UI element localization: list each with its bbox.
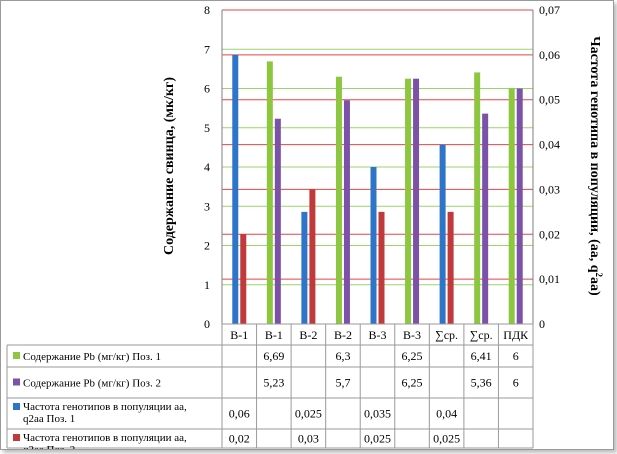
legend-label: Частота генотипов в популяции аа, — [23, 401, 187, 413]
legend-label: Содержание Pb (мг/кг) Поз. 1 — [23, 351, 161, 363]
data-label: 6,25 — [402, 376, 423, 390]
data-label: 0,04 — [436, 407, 457, 421]
data-label: 5,7 — [335, 376, 350, 390]
data-label: 0,035 — [364, 407, 391, 421]
bar-2 — [413, 78, 420, 324]
bar-1 — [266, 61, 273, 324]
gridlines — [222, 9, 533, 286]
y-tick-label: 0 — [204, 317, 210, 331]
y2-tick-label: 0,06 — [539, 48, 560, 62]
bar-2 — [482, 113, 489, 325]
x-tick-label: ∑ср. — [470, 328, 493, 342]
bar-1 — [474, 72, 481, 324]
y2-label-part1: Частота генотипа в популяции, (аа, q — [587, 36, 602, 272]
y-axis-label: Содержание свинца, (мк/кг) — [162, 77, 177, 255]
data-label: 5,36 — [471, 376, 492, 390]
data-label: 0,025 — [295, 407, 322, 421]
data-label: 6,25 — [402, 349, 423, 363]
y-tick-label: 6 — [204, 82, 210, 96]
x-tick-label: В-1 — [230, 328, 248, 342]
data-label: 0,025 — [433, 432, 460, 446]
combo-bar-chart: 0 1 2 3 4 5 6 7 8 0 0,01 0,02 0,03 0,04 0,05 0,06 0,07 В… — [6, 3, 604, 454]
y-tick-label: 4 — [204, 160, 210, 174]
y-tick-label: 2 — [204, 239, 210, 253]
bar-2 — [516, 88, 523, 324]
x-tick-label: В-3 — [403, 328, 421, 342]
legend-key — [13, 352, 20, 359]
legend-key — [13, 378, 20, 386]
bar-3 — [439, 144, 446, 324]
legend-key — [13, 403, 20, 410]
data-table: В-1 В-1 В-2 В-2 В-3 В-3 ∑ср. ∑ср. ПДК Содержание … — [6, 323, 534, 454]
legend-label: q2аа Поз. 2 — [23, 444, 75, 449]
y2-tick-label: 0,03 — [539, 182, 560, 196]
y2-tick-label: 0 — [539, 317, 545, 331]
y-tick-label: 7 — [204, 42, 210, 56]
bar-1 — [508, 88, 515, 324]
legend-key — [13, 434, 20, 441]
y2-label-part2: аа) — [587, 277, 602, 296]
bar-4 — [378, 211, 385, 324]
bar-3 — [370, 167, 377, 324]
legend-label: q2аа Поз. 1 — [23, 413, 75, 425]
bar-4 — [309, 189, 316, 324]
data-label: 0,03 — [298, 432, 319, 446]
data-label: 6,3 — [335, 349, 350, 363]
y2-tick-label: 0,07 — [539, 3, 560, 17]
x-tick-label: В-2 — [334, 328, 352, 342]
y2-tick-label: 0,01 — [539, 272, 560, 286]
bar-3 — [301, 211, 308, 324]
y-tick-label: 3 — [204, 199, 210, 213]
legend-label: Содержание Pb (мг/кг) Поз. 2 — [23, 378, 161, 390]
data-label: 0,02 — [229, 432, 250, 446]
bar-4 — [240, 234, 247, 324]
bar-1 — [405, 78, 412, 324]
bar-2 — [274, 118, 281, 324]
y-tick-label: 8 — [204, 3, 210, 17]
bars — [232, 54, 523, 325]
legend-label: Частота генотипов в популяции аа, — [23, 432, 187, 444]
y2-axis-label: Частота генотипа в популяции, (аа, q2аа) — [587, 36, 604, 296]
bar-4 — [447, 211, 454, 324]
data-label: 6 — [513, 349, 519, 363]
bar-3 — [232, 54, 239, 324]
y-tick-label: 5 — [204, 121, 210, 135]
data-label: 6 — [513, 376, 519, 390]
y2-tick-label: 0,02 — [539, 227, 560, 241]
x-tick-label: ПДК — [503, 328, 529, 342]
y2-tick-label: 0,05 — [539, 93, 560, 107]
data-label: 0,025 — [364, 432, 391, 446]
x-tick-label: В-1 — [265, 328, 283, 342]
bar-2 — [343, 100, 350, 325]
data-label: 0,06 — [229, 407, 250, 421]
data-label: 5,23 — [263, 376, 284, 390]
data-label: 6,69 — [263, 349, 284, 363]
y-tick-label: 1 — [204, 278, 210, 292]
y2-tick-label: 0,04 — [539, 138, 560, 152]
data-label: 6,41 — [471, 349, 492, 363]
y2-label-sup: 2 — [594, 273, 604, 278]
x-tick-label: В-3 — [369, 328, 387, 342]
bar-1 — [335, 76, 342, 324]
x-tick-label: ∑ср. — [435, 328, 458, 342]
x-tick-label: В-2 — [299, 328, 317, 342]
